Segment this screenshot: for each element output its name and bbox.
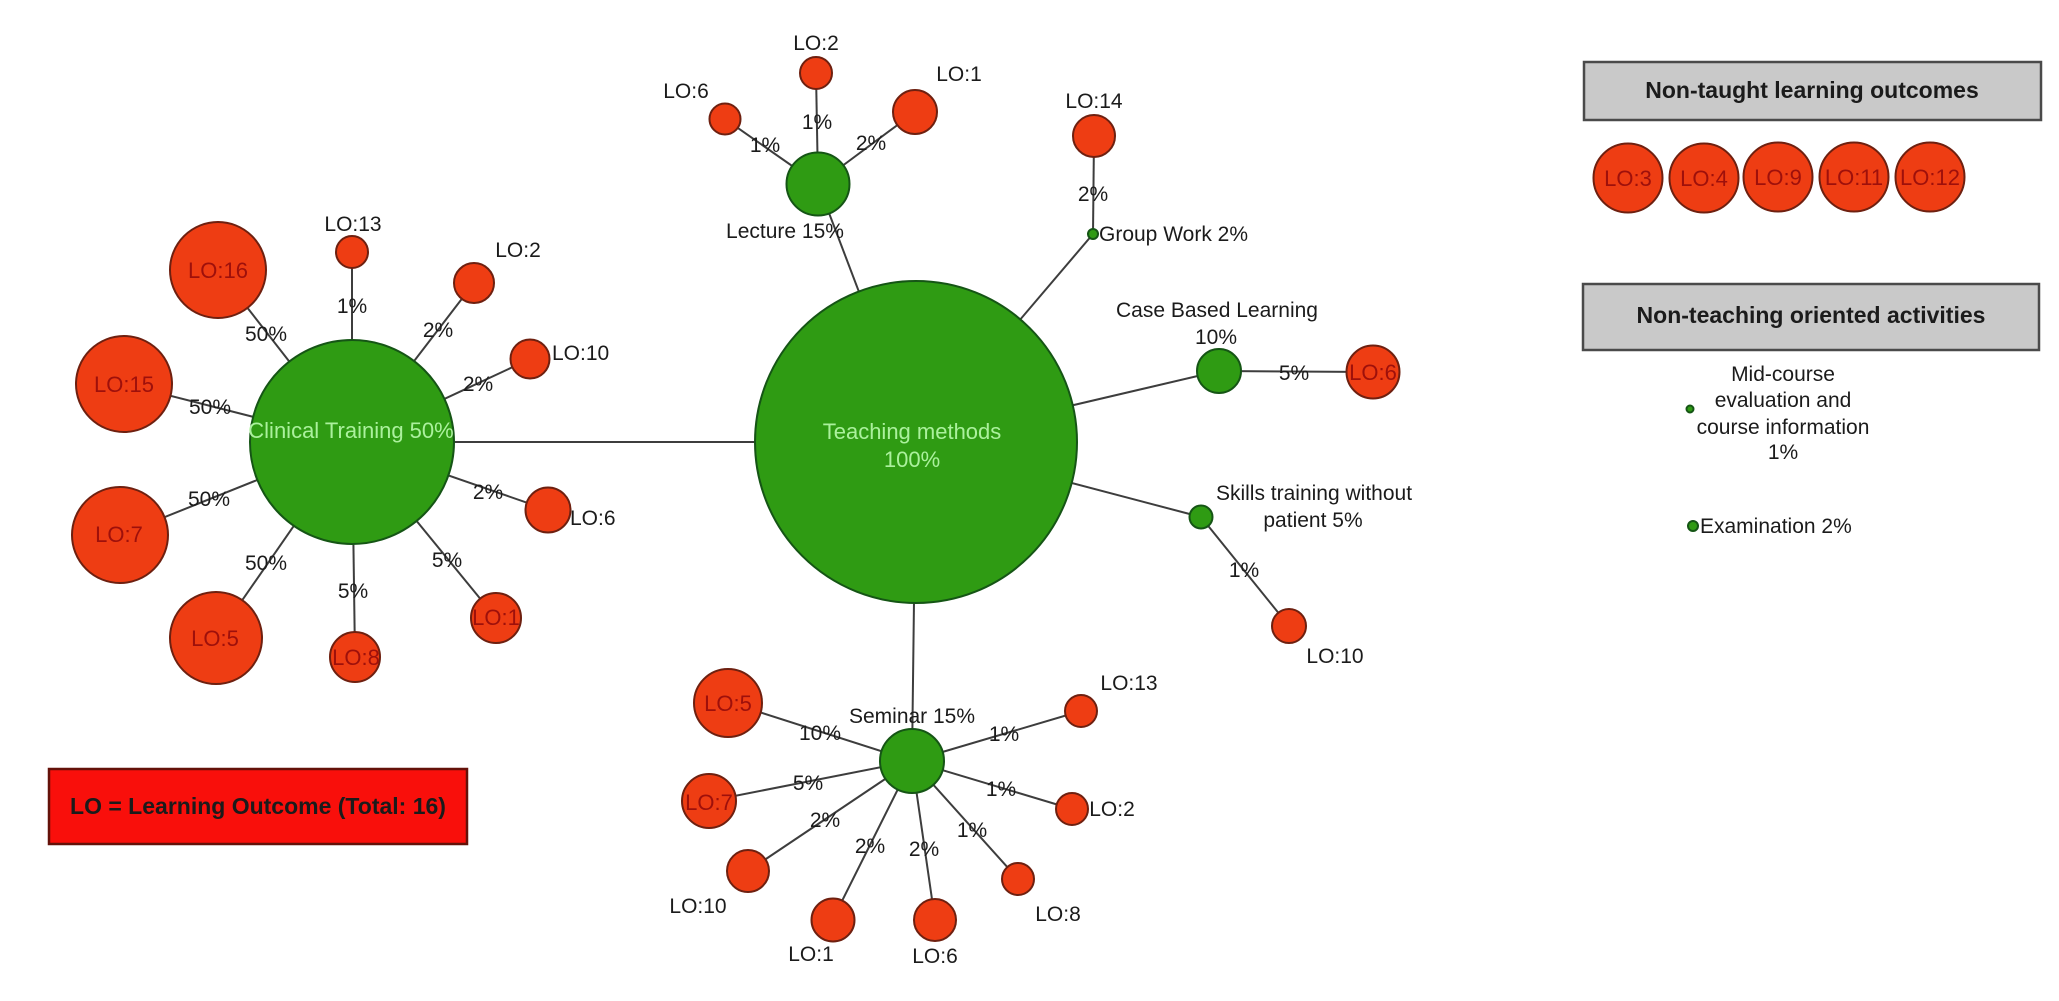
svg-text:Non-teaching oriented activiti: Non-teaching oriented activities: [1637, 302, 1986, 328]
svg-text:Examination 2%: Examination 2%: [1700, 515, 1852, 538]
svg-text:1%: 1%: [989, 723, 1019, 746]
svg-text:LO:15: LO:15: [94, 372, 154, 397]
svg-text:100%: 100%: [884, 447, 940, 472]
svg-text:Skills training without: Skills training without: [1216, 482, 1412, 505]
svg-text:LO:10: LO:10: [552, 342, 609, 365]
svg-text:LO:2: LO:2: [495, 239, 541, 262]
svg-text:1%: 1%: [957, 819, 987, 842]
svg-text:1%: 1%: [1768, 441, 1798, 464]
svg-text:5%: 5%: [432, 549, 462, 572]
svg-text:2%: 2%: [463, 373, 493, 396]
svg-text:10%: 10%: [1195, 326, 1237, 349]
svg-text:1%: 1%: [1229, 559, 1259, 582]
svg-text:5%: 5%: [793, 772, 823, 795]
svg-text:Non-taught learning outcomes: Non-taught learning outcomes: [1645, 77, 1979, 103]
svg-text:1%: 1%: [802, 111, 832, 134]
svg-text:50%: 50%: [245, 552, 287, 575]
svg-text:Clinical Training 50%: Clinical Training 50%: [248, 418, 453, 443]
svg-text:LO:12: LO:12: [1900, 165, 1960, 190]
svg-text:LO = Learning Outcome (Total:: LO = Learning Outcome (Total: 16): [70, 793, 446, 819]
svg-text:LO:3: LO:3: [1604, 166, 1652, 191]
svg-text:50%: 50%: [188, 488, 230, 511]
svg-text:10%: 10%: [799, 722, 841, 745]
svg-text:LO:14: LO:14: [1065, 90, 1123, 113]
svg-text:LO:10: LO:10: [669, 895, 726, 918]
svg-text:LO:5: LO:5: [704, 691, 752, 716]
svg-text:50%: 50%: [245, 323, 287, 346]
svg-text:LO:6: LO:6: [912, 945, 958, 968]
svg-text:LO:13: LO:13: [1100, 672, 1157, 695]
svg-text:LO:7: LO:7: [685, 790, 733, 815]
svg-text:Teaching methods: Teaching methods: [823, 419, 1002, 444]
svg-text:LO:16: LO:16: [188, 258, 248, 283]
svg-text:LO:7: LO:7: [95, 522, 143, 547]
svg-text:LO:6: LO:6: [663, 80, 709, 103]
svg-text:5%: 5%: [1279, 362, 1309, 385]
svg-text:patient 5%: patient 5%: [1263, 509, 1362, 532]
svg-text:2%: 2%: [473, 481, 503, 504]
svg-text:Group Work 2%: Group Work 2%: [1099, 223, 1248, 246]
svg-text:2%: 2%: [855, 835, 885, 858]
svg-text:LO:6: LO:6: [570, 507, 616, 530]
svg-text:1%: 1%: [750, 134, 780, 157]
svg-text:LO:4: LO:4: [1680, 166, 1728, 191]
svg-text:50%: 50%: [189, 396, 231, 419]
svg-text:LO:8: LO:8: [1035, 903, 1081, 926]
svg-text:Case Based Learning: Case Based Learning: [1116, 299, 1318, 322]
svg-text:LO:10: LO:10: [1306, 645, 1363, 668]
svg-text:2%: 2%: [810, 809, 840, 832]
svg-text:LO:8: LO:8: [332, 645, 380, 670]
svg-text:Mid-course: Mid-course: [1731, 363, 1835, 386]
svg-text:LO:9: LO:9: [1754, 165, 1802, 190]
svg-text:LO:11: LO:11: [1825, 165, 1883, 190]
svg-text:2%: 2%: [423, 319, 453, 342]
svg-text:1%: 1%: [337, 295, 367, 318]
svg-text:2%: 2%: [909, 838, 939, 861]
svg-text:2%: 2%: [856, 132, 886, 155]
svg-text:5%: 5%: [338, 580, 368, 603]
svg-text:Seminar 15%: Seminar 15%: [849, 705, 975, 728]
svg-text:LO:2: LO:2: [1089, 798, 1135, 821]
svg-text:LO:1: LO:1: [936, 63, 982, 86]
svg-text:2%: 2%: [1078, 183, 1108, 206]
svg-text:LO:1: LO:1: [472, 605, 520, 630]
svg-text:evaluation and: evaluation and: [1715, 389, 1852, 412]
svg-text:LO:2: LO:2: [793, 32, 839, 55]
svg-text:LO:6: LO:6: [1349, 360, 1397, 385]
svg-text:LO:5: LO:5: [191, 626, 239, 651]
svg-text:Lecture 15%: Lecture 15%: [726, 220, 844, 243]
svg-text:1%: 1%: [986, 778, 1016, 801]
svg-text:LO:13: LO:13: [324, 213, 381, 236]
svg-text:course information: course information: [1697, 416, 1870, 439]
svg-text:LO:1: LO:1: [788, 943, 834, 966]
